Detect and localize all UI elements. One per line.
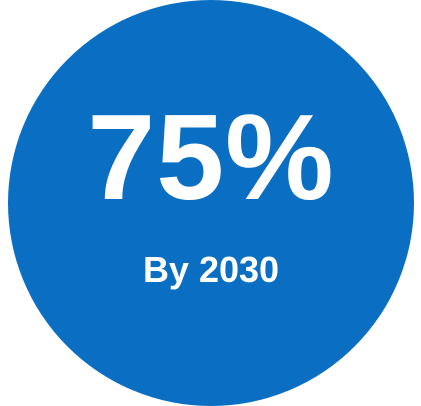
stat-caption: By 2030 bbox=[142, 249, 280, 290]
stat-circle: 75% By 2030 bbox=[8, 0, 414, 406]
stat-value: 75% bbox=[87, 89, 335, 225]
